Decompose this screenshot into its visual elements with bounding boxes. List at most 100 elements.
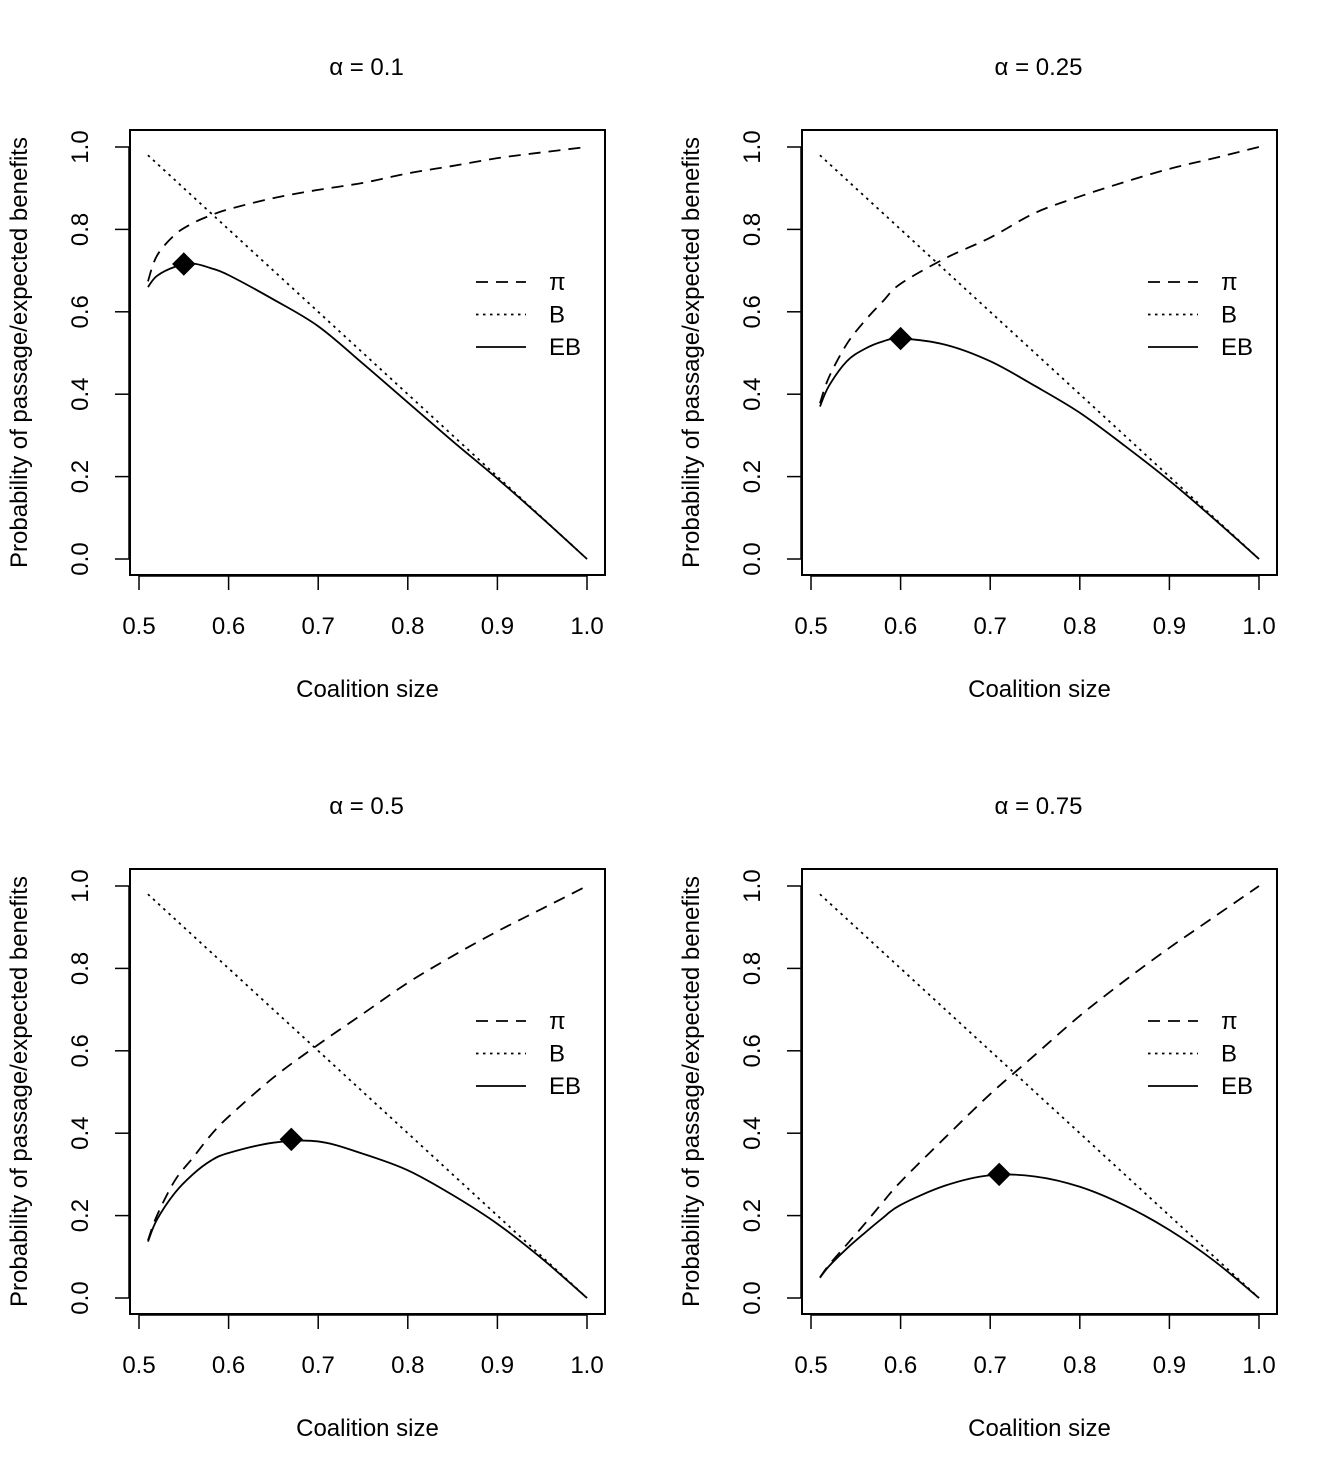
x-tick-label: 0.9	[481, 1352, 514, 1379]
x-tick-label: 0.7	[302, 1352, 335, 1379]
plot-frame	[801, 129, 1278, 576]
x-tick-label: 0.8	[391, 1352, 424, 1379]
x-tick-label: 1.0	[570, 1352, 603, 1379]
y-tick-label: 0.0	[67, 1281, 94, 1314]
optimum-marker	[888, 326, 913, 351]
x-tick-label: 0.6	[884, 613, 917, 640]
y-axis-label: Probability of passage/expected benefits	[6, 876, 33, 1307]
x-tick-label: 1.0	[570, 613, 603, 640]
y-tick-label: 0.2	[739, 1199, 766, 1232]
x-tick-label: 0.8	[391, 613, 424, 640]
x-axis-label: Coalition size	[968, 676, 1111, 703]
y-tick-label: 1.0	[67, 869, 94, 902]
series-line-b	[147, 154, 588, 560]
y-tick-label: 1.0	[67, 130, 94, 163]
x-tick-label: 1.0	[1242, 613, 1275, 640]
y-tick-label: 0.0	[67, 542, 94, 575]
series-line-b	[147, 893, 588, 1299]
chart-title: α = 0.5	[329, 793, 404, 820]
x-tick-label: 0.7	[302, 613, 335, 640]
y-tick-label: 0.8	[739, 952, 766, 985]
optimum-marker	[987, 1162, 1011, 1187]
chart-title: α = 0.25	[995, 54, 1083, 81]
series-line-eb	[819, 337, 1260, 560]
optimum-marker	[172, 252, 196, 276]
y-tick-label: 0.6	[67, 1034, 94, 1067]
x-tick-label: 0.8	[1063, 613, 1096, 640]
y-tick-label: 0.4	[67, 1117, 94, 1150]
y-tick-label: 0.6	[67, 295, 94, 328]
chart-panel: α = 0.5 0.5 0.6 0.7 0.8 0.9 1.0 Coalition size 0…	[6, 793, 606, 1442]
y-tick-label: 0.4	[739, 378, 766, 411]
y-tick-label: 0.2	[67, 1199, 94, 1232]
y-tick-label: 0.0	[739, 542, 766, 575]
series-line-pi	[147, 885, 588, 1241]
legend-label: π	[549, 1008, 566, 1035]
y-tick-label: 0.8	[739, 213, 766, 246]
series-line-eb	[819, 1173, 1260, 1299]
x-axis-label: Coalition size	[296, 676, 439, 703]
x-tick-label: 1.0	[1242, 1352, 1275, 1379]
legend-label: B	[1221, 1041, 1237, 1068]
legend-label: B	[549, 302, 565, 329]
y-tick-label: 0.8	[67, 213, 94, 246]
chart-panel: α = 0.75 0.5 0.6 0.7 0.8 0.9 1.0 Coalition size…	[678, 793, 1278, 1442]
series-line-b	[819, 893, 1260, 1299]
legend-label: EB	[549, 1073, 581, 1100]
y-tick-label: 0.0	[739, 1281, 766, 1314]
x-tick-label: 0.9	[1153, 1352, 1186, 1379]
optimum-marker	[279, 1127, 304, 1152]
chart-panel: α = 0.25 0.5 0.6 0.7 0.8 0.9 1.0 Coalition size…	[678, 54, 1278, 703]
plot-frame	[129, 868, 606, 1315]
series-line-b	[819, 154, 1260, 560]
series-line-pi	[819, 885, 1260, 1278]
chart-title: α = 0.1	[329, 54, 404, 81]
legend-label: EB	[1221, 334, 1253, 361]
x-tick-label: 0.9	[1153, 613, 1186, 640]
x-tick-label: 0.5	[122, 613, 155, 640]
legend-label: π	[1221, 269, 1238, 296]
y-tick-label: 0.6	[739, 1034, 766, 1067]
y-tick-label: 0.6	[739, 295, 766, 328]
y-tick-label: 0.4	[67, 378, 94, 411]
legend: πB EB	[476, 269, 581, 361]
legend-label: B	[1221, 302, 1237, 329]
legend: πB EB	[1148, 1008, 1253, 1100]
plot-frame	[129, 129, 606, 576]
series-line-eb	[147, 262, 588, 560]
y-tick-label: 0.2	[67, 460, 94, 493]
chart-title: α = 0.75	[995, 793, 1083, 820]
legend: πB EB	[1148, 269, 1253, 361]
y-tick-label: 0.2	[739, 460, 766, 493]
x-tick-label: 0.7	[974, 613, 1007, 640]
legend-label: π	[1221, 1008, 1238, 1035]
plot-frame	[801, 868, 1278, 1315]
x-tick-label: 0.6	[212, 613, 245, 640]
y-tick-label: 1.0	[739, 130, 766, 163]
y-axis-label: Probability of passage/expected benefits	[678, 137, 705, 568]
x-tick-label: 0.7	[974, 1352, 1007, 1379]
series-line-pi	[819, 146, 1260, 404]
x-axis-label: Coalition size	[296, 1415, 439, 1442]
legend: πB EB	[476, 1008, 581, 1100]
series-line-pi	[147, 146, 588, 282]
x-tick-label: 0.6	[212, 1352, 245, 1379]
legend-label: B	[549, 1041, 565, 1068]
y-axis-label: Probability of passage/expected benefits	[6, 137, 33, 568]
y-tick-label: 1.0	[739, 869, 766, 902]
x-tick-label: 0.5	[122, 1352, 155, 1379]
chart-panel: α = 0.1 0.5 0.6 0.7 0.8 0.9 1.0 Coalition size 0…	[6, 54, 606, 703]
x-tick-label: 0.8	[1063, 1352, 1096, 1379]
x-tick-label: 0.5	[794, 613, 827, 640]
y-axis-label: Probability of passage/expected benefits	[678, 876, 705, 1307]
x-axis-label: Coalition size	[968, 1415, 1111, 1442]
legend-label: π	[549, 269, 566, 296]
legend-label: EB	[549, 334, 581, 361]
y-tick-label: 0.8	[67, 952, 94, 985]
x-tick-label: 0.9	[481, 613, 514, 640]
series-line-eb	[147, 1139, 588, 1299]
legend-label: EB	[1221, 1073, 1253, 1100]
x-tick-label: 0.5	[794, 1352, 827, 1379]
x-tick-label: 0.6	[884, 1352, 917, 1379]
